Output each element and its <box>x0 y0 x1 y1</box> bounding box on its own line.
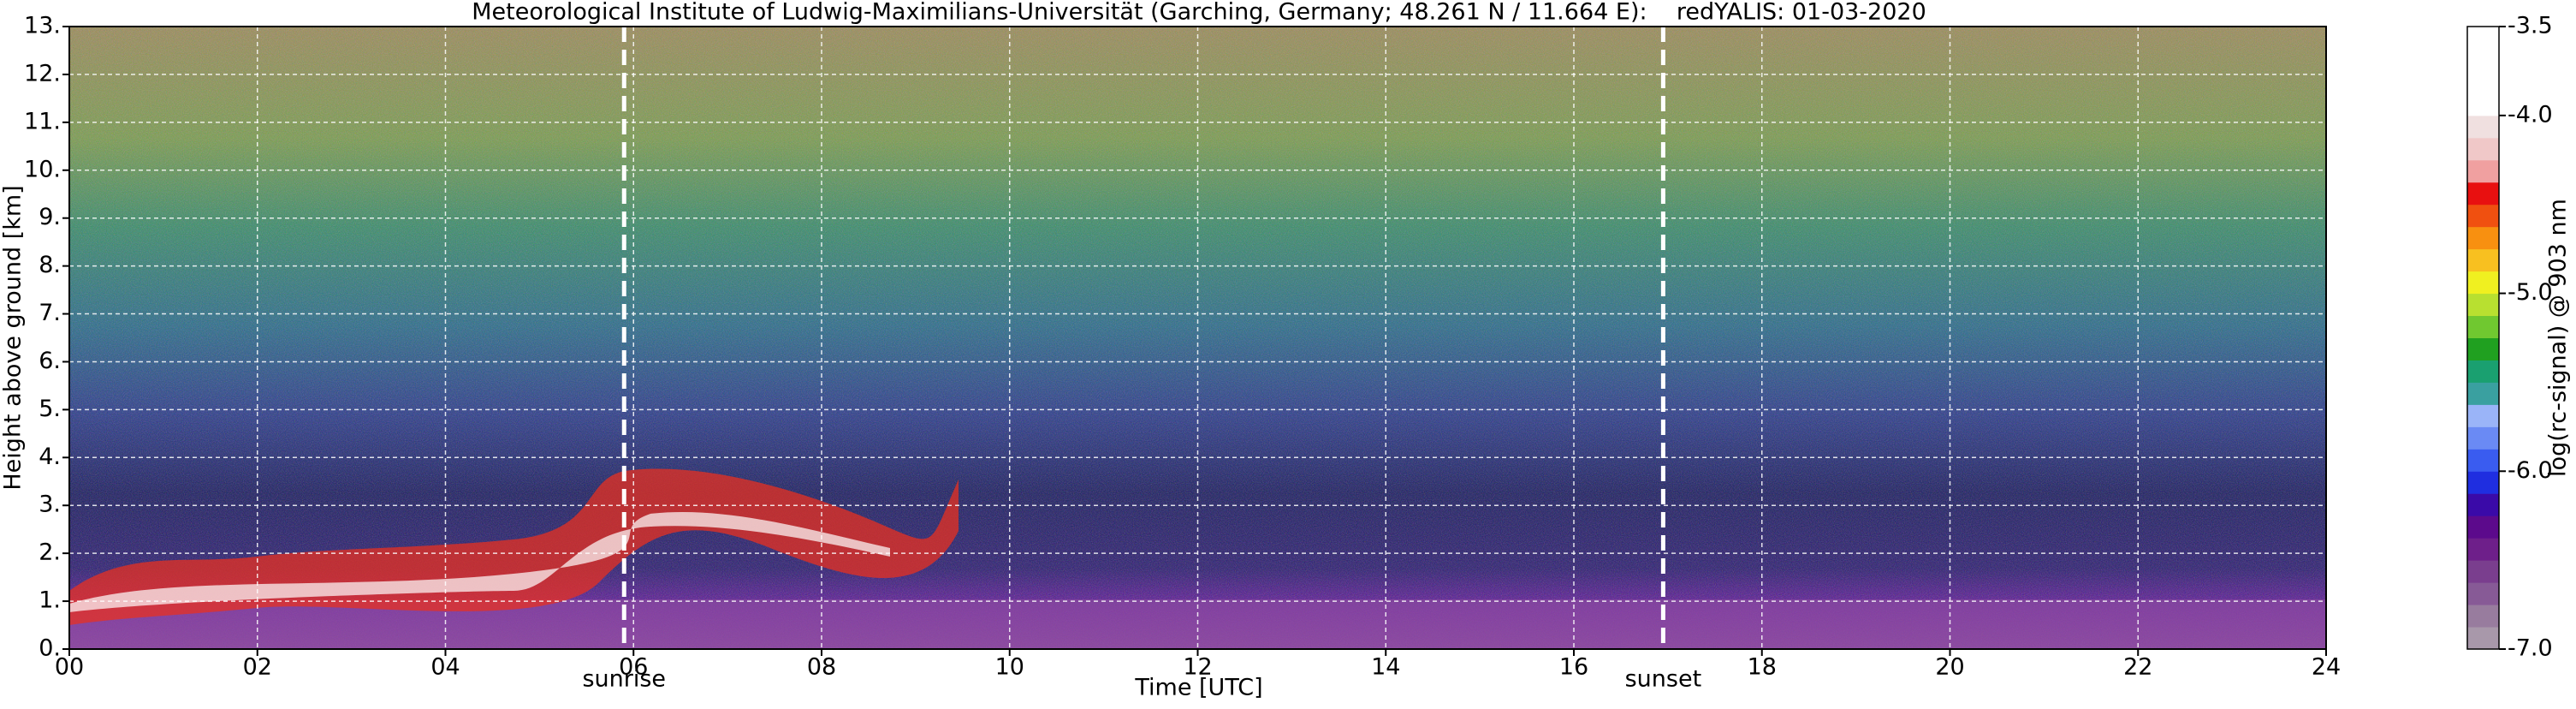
colorbar-swatch <box>2467 471 2499 494</box>
y-tick-label: 0. <box>39 635 61 662</box>
x-tick-label: 04 <box>430 654 460 681</box>
x-tick-label: 12 <box>1183 654 1212 681</box>
colorbar-swatch <box>2467 92 2499 116</box>
colorbar-swatch <box>2467 382 2499 405</box>
colorbar-tick-label: -4.0 <box>2508 101 2553 128</box>
colorbar-swatch <box>2467 159 2499 183</box>
colorbar-swatch <box>2467 293 2499 317</box>
colorbar-swatch <box>2467 27 2499 50</box>
colorbar-tick-label: -5.0 <box>2508 279 2553 306</box>
y-tick-label: 13. <box>24 13 61 39</box>
boundary-layer-core <box>69 512 890 612</box>
colorbar-swatch <box>2467 538 2499 561</box>
colorbar-swatch <box>2467 204 2499 228</box>
chart-title: Meteorological Institute of Ludwig-Maxim… <box>472 0 1926 26</box>
colorbar-swatch <box>2467 182 2499 206</box>
colorbar-swatch <box>2467 226 2499 250</box>
x-tick-label: 24 <box>2312 654 2341 681</box>
colorbar-swatch <box>2467 404 2499 427</box>
colorbar-frame <box>2466 26 2500 650</box>
colorbar-swatch <box>2467 449 2499 472</box>
annotation-label: sunrise <box>582 666 666 693</box>
colorbar-label: log(rc-signal) @ 903 nm <box>2545 199 2572 477</box>
colorbar-swatch <box>2467 137 2499 161</box>
colorbar-swatch <box>2467 271 2499 295</box>
colorbar-tick-label: -7.0 <box>2508 635 2553 662</box>
annotation-label: sunset <box>1625 666 1702 693</box>
x-axis-label: Time [UTC] <box>1134 675 1262 701</box>
x-tick-label: 20 <box>1935 654 1964 681</box>
y-tick-label: 5. <box>39 396 61 422</box>
y-tick-label: 1. <box>39 587 61 614</box>
colorbar-swatch <box>2467 627 2499 650</box>
y-tick-label: 7. <box>39 300 61 326</box>
y-tick-label: 9. <box>39 204 61 230</box>
colorbar-swatch <box>2467 360 2499 383</box>
colorbar-swatch <box>2467 48 2499 72</box>
colorbar-swatch <box>2467 493 2499 516</box>
colorbar-swatch <box>2467 560 2499 583</box>
y-tick-label: 3. <box>39 492 61 518</box>
y-tick-label: 6. <box>39 348 61 374</box>
y-tick-label: 10. <box>24 156 61 182</box>
colorbar-tick-label: -3.5 <box>2508 13 2553 39</box>
colorbar-swatch <box>2467 315 2499 338</box>
x-tick-label: 22 <box>2123 654 2152 681</box>
x-tick-label: 14 <box>1371 654 1400 681</box>
y-axis-label: Height above ground [km] <box>0 185 27 490</box>
colorbar-swatch <box>2467 605 2499 628</box>
colorbar-swatch <box>2467 70 2499 94</box>
colorbar-swatch <box>2467 426 2499 450</box>
x-tick-label: 06 <box>619 654 648 681</box>
x-tick-label: 18 <box>1748 654 1777 681</box>
x-tick-label: 16 <box>1559 654 1588 681</box>
y-tick-label: 8. <box>39 252 61 278</box>
x-tick-label: 08 <box>807 654 836 681</box>
colorbar-swatch <box>2467 582 2499 605</box>
colorbar-tick-label: -6.0 <box>2508 457 2553 484</box>
y-tick-label: 12. <box>24 60 61 86</box>
x-tick-label: 00 <box>55 654 84 681</box>
plot-frame <box>68 26 2327 650</box>
colorbar-swatch <box>2467 337 2499 360</box>
colorbar-swatch <box>2467 248 2499 272</box>
y-tick-label: 2. <box>39 539 61 566</box>
x-tick-label: 10 <box>995 654 1024 681</box>
y-tick-label: 11. <box>24 108 61 134</box>
colorbar-swatch <box>2467 115 2499 139</box>
x-tick-label: 02 <box>243 654 272 681</box>
y-tick-label: 4. <box>39 444 61 470</box>
colorbar-swatch <box>2467 515 2499 539</box>
